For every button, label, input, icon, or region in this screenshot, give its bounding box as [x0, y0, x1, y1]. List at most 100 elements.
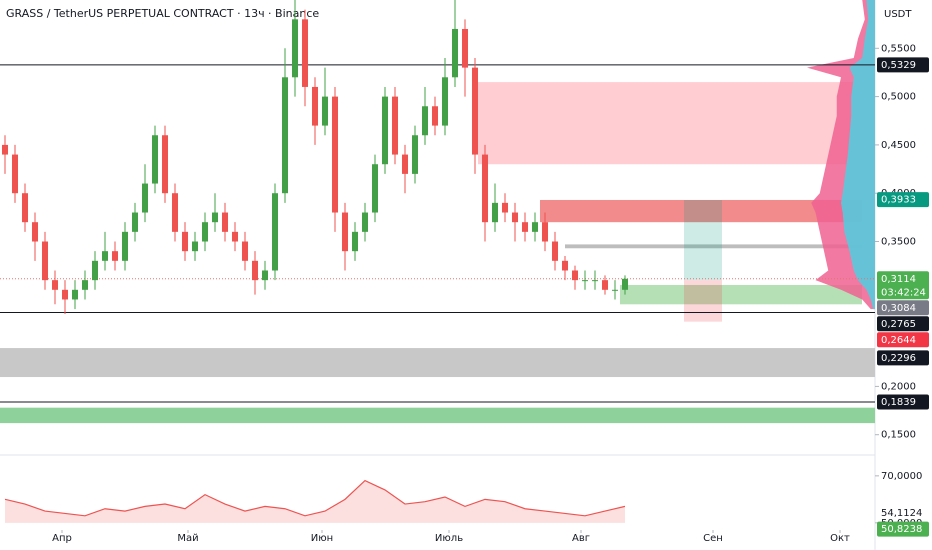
y-tick-label: 0,5000 — [881, 92, 916, 103]
candle-body — [562, 260, 568, 271]
candle-body — [212, 212, 218, 223]
x-tick-label: Апр — [52, 533, 72, 544]
position-stop — [684, 280, 722, 322]
candle-body — [302, 19, 308, 87]
candle-body — [192, 241, 198, 252]
price-label: 0,2296 — [881, 353, 916, 364]
candle-body — [612, 289, 618, 291]
candle-body — [552, 241, 558, 261]
candle-body — [472, 67, 478, 155]
candle-body — [482, 154, 488, 223]
candle-body — [392, 96, 398, 155]
zone — [620, 284, 862, 305]
candle-body — [622, 278, 628, 290]
position-target — [684, 199, 722, 281]
candle-body — [242, 241, 248, 261]
candle-body — [82, 280, 88, 290]
candle-body — [282, 77, 288, 194]
candle-body — [332, 96, 338, 213]
price-label: 0,2765 — [881, 319, 916, 330]
candle-body — [112, 251, 118, 261]
oscillator-line — [4, 479, 626, 517]
candle-body — [252, 260, 258, 281]
price-label: 0,3933 — [881, 195, 916, 206]
candle-body — [52, 280, 58, 290]
candle-body — [262, 270, 268, 281]
price-label: 0,5329 — [881, 60, 916, 71]
candle-body — [322, 96, 328, 126]
candle-body — [352, 231, 358, 252]
candle-body — [142, 183, 148, 213]
volume-profile — [841, 0, 875, 310]
x-tick-label: Июн — [311, 533, 333, 544]
candle-body — [372, 164, 378, 213]
zone — [540, 199, 862, 223]
currency: USDT — [884, 9, 912, 20]
chart-title: GRASS / TetherUS PERPETUAL CONTRACT · 13… — [6, 7, 319, 20]
candle-body — [92, 260, 98, 281]
zone — [0, 348, 875, 378]
candle-body — [362, 212, 368, 232]
x-tick-label: Окт — [830, 533, 850, 544]
candle-body — [132, 212, 138, 232]
candle-body — [62, 289, 68, 300]
osc-tick-label: 70,0000 — [881, 471, 922, 482]
candle-body — [592, 280, 598, 282]
candle-body — [522, 222, 528, 232]
candle-body — [532, 222, 538, 232]
x-tick-label: Май — [177, 533, 198, 544]
candle-body — [2, 144, 8, 155]
candle-body — [152, 135, 158, 184]
candle-body — [32, 222, 38, 242]
candle-body — [102, 251, 108, 261]
candle-body — [292, 19, 298, 78]
candle-body — [22, 193, 28, 223]
candle-body — [502, 202, 508, 213]
price-label: 0,1839 — [881, 397, 916, 408]
candle-body — [572, 270, 578, 281]
candle-body — [402, 154, 408, 174]
price-label-bg — [877, 316, 929, 332]
price-label-bg — [877, 57, 929, 73]
oscillator-area — [5, 480, 625, 523]
price-label-bg — [877, 350, 929, 366]
candle-body — [182, 231, 188, 252]
candle-body — [162, 135, 168, 194]
x-tick-label: Авг — [572, 533, 590, 544]
candle-body — [412, 135, 418, 174]
candle-body — [422, 106, 428, 136]
candle-body — [42, 241, 48, 281]
y-tick-label: 0,5500 — [881, 43, 916, 54]
zone — [478, 82, 862, 165]
osc-marker-label: 50,8238 — [881, 524, 922, 535]
price-label: 0,3114 — [881, 274, 916, 285]
price-label: 0,3084 — [881, 303, 916, 314]
candle-body — [582, 280, 588, 282]
price-label-bg — [877, 271, 929, 300]
price-label-bg — [877, 394, 929, 410]
candle-body — [382, 96, 388, 165]
candle-body — [72, 289, 78, 300]
y-tick-label: 0,3500 — [881, 237, 916, 248]
y-tick-label: 0,2000 — [881, 381, 916, 392]
candle-body — [222, 212, 228, 232]
price-label: 0,2644 — [881, 335, 916, 346]
candle-body — [272, 193, 278, 271]
price-label-bg — [877, 332, 929, 348]
y-tick-label: 0,4500 — [881, 140, 916, 151]
candle-body — [442, 77, 448, 126]
candle-body — [172, 193, 178, 232]
candle-body — [432, 106, 438, 126]
price-label-bg — [877, 300, 929, 316]
osc-marker-bg — [877, 521, 929, 537]
y-tick-label: 0,1500 — [881, 430, 916, 441]
candle-body — [512, 212, 518, 223]
price-countdown: 03:42:24 — [881, 287, 926, 298]
candle-body — [232, 231, 238, 242]
x-tick-label: Июль — [435, 533, 463, 544]
candle-body — [602, 280, 608, 290]
candle-body — [452, 28, 458, 78]
